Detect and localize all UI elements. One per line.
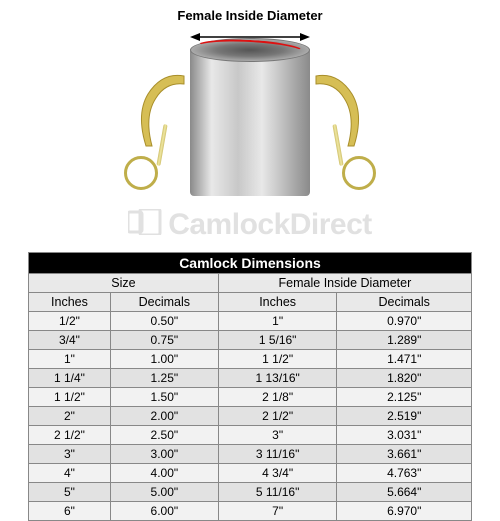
table-cell: 3.031" — [337, 426, 472, 445]
table-cell: 1 5/16" — [218, 331, 337, 350]
camlock-illustration — [120, 38, 380, 218]
col-inches-2: Inches — [218, 293, 337, 312]
table-row: 3"3.00"3 11/16"3.661" — [29, 445, 472, 464]
table-cell: 1.471" — [337, 350, 472, 369]
table-cell: 5 11/16" — [218, 483, 337, 502]
col-decimals-1: Decimals — [110, 293, 218, 312]
table-body: 1/2"0.50"1"0.970"3/4"0.75"1 5/16"1.289"1… — [29, 312, 472, 521]
table-cell: 3.661" — [337, 445, 472, 464]
table-cell: 2 1/2" — [218, 407, 337, 426]
table-cell: 0.970" — [337, 312, 472, 331]
table-cell: 6.970" — [337, 502, 472, 521]
table-row: 1 1/2"1.50"2 1/8"2.125" — [29, 388, 472, 407]
table-cell: 0.75" — [110, 331, 218, 350]
table-cell: 2.50" — [110, 426, 218, 445]
table-cell: 2 1/2" — [29, 426, 111, 445]
table-cell: 1" — [218, 312, 337, 331]
table-cell: 3" — [29, 445, 111, 464]
col-inches-1: Inches — [29, 293, 111, 312]
table-cell: 4 3/4" — [218, 464, 337, 483]
diagram-area: Female Inside Diameter — [0, 0, 500, 250]
table-cell: 3" — [218, 426, 337, 445]
group-header-fid: Female Inside Diameter — [218, 274, 471, 293]
table-cell: 3 11/16" — [218, 445, 337, 464]
table-row: 6"6.00"7"6.970" — [29, 502, 472, 521]
table-cell: 2 1/8" — [218, 388, 337, 407]
table-row: 5"5.00"5 11/16"5.664" — [29, 483, 472, 502]
table-row: 1"1.00"1 1/2"1.471" — [29, 350, 472, 369]
pull-ring-left — [124, 156, 158, 190]
cam-handle-right — [306, 68, 386, 168]
table-cell: 1 13/16" — [218, 369, 337, 388]
table-cell: 4.763" — [337, 464, 472, 483]
group-header-size: Size — [29, 274, 219, 293]
table-cell: 3/4" — [29, 331, 111, 350]
table-cell: 1.00" — [110, 350, 218, 369]
table-cell: 1.289" — [337, 331, 472, 350]
table-cell: 1 1/4" — [29, 369, 111, 388]
table-cell: 1 1/2" — [29, 388, 111, 407]
table-cell: 2.00" — [110, 407, 218, 426]
table-cell: 3.00" — [110, 445, 218, 464]
table-cell: 7" — [218, 502, 337, 521]
table-title: Camlock Dimensions — [29, 253, 472, 274]
table-cell: 1" — [29, 350, 111, 369]
table-cell: 1/2" — [29, 312, 111, 331]
coupling-body — [190, 46, 310, 196]
table-cell: 6" — [29, 502, 111, 521]
col-decimals-2: Decimals — [337, 293, 472, 312]
diameter-label: Female Inside Diameter — [0, 8, 500, 23]
table-cell: 1 1/2" — [218, 350, 337, 369]
table-cell: 5.00" — [110, 483, 218, 502]
table-cell: 1.50" — [110, 388, 218, 407]
table-cell: 0.50" — [110, 312, 218, 331]
table-cell: 2.125" — [337, 388, 472, 407]
table-cell: 2.519" — [337, 407, 472, 426]
table-cell: 4.00" — [110, 464, 218, 483]
dimensions-table: Camlock Dimensions Size Female Inside Di… — [28, 252, 472, 521]
pull-ring-right — [342, 156, 376, 190]
table-row: 3/4"0.75"1 5/16"1.289" — [29, 331, 472, 350]
table-cell: 2" — [29, 407, 111, 426]
dimensions-table-container: Camlock Dimensions Size Female Inside Di… — [28, 252, 472, 521]
table-row: 2"2.00"2 1/2"2.519" — [29, 407, 472, 426]
table-row: 1/2"0.50"1"0.970" — [29, 312, 472, 331]
table-row: 4"4.00"4 3/4"4.763" — [29, 464, 472, 483]
table-cell: 5.664" — [337, 483, 472, 502]
table-row: 2 1/2"2.50"3"3.031" — [29, 426, 472, 445]
table-cell: 5" — [29, 483, 111, 502]
table-row: 1 1/4"1.25"1 13/16"1.820" — [29, 369, 472, 388]
table-cell: 6.00" — [110, 502, 218, 521]
table-cell: 4" — [29, 464, 111, 483]
table-cell: 1.820" — [337, 369, 472, 388]
table-cell: 1.25" — [110, 369, 218, 388]
cam-handle-left — [114, 68, 194, 168]
